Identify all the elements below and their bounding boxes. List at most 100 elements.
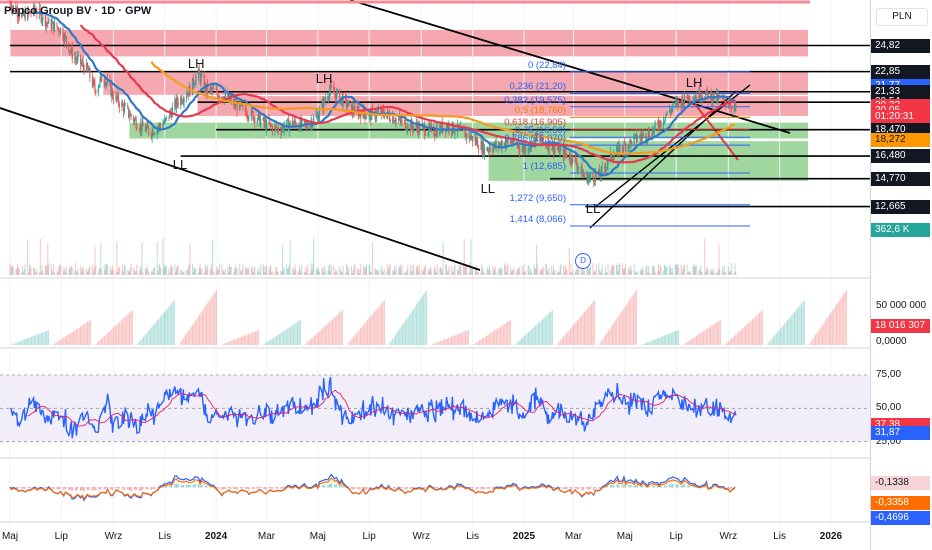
candle-body: [244, 105, 247, 112]
volume-bar: [21, 272, 23, 275]
candle-body: [503, 143, 506, 148]
candle-body: [251, 109, 253, 112]
macd-hist-bar: [88, 487, 90, 491]
candle-body: [493, 146, 495, 152]
macd-hist-bar: [106, 487, 109, 489]
cumvol-bar: [222, 343, 224, 345]
zones-layer: [10, 29, 809, 181]
volume-bar: [133, 269, 135, 275]
macd-hist-bar: [197, 484, 200, 488]
candle-body: [664, 116, 666, 121]
cumvol-bar: [269, 340, 271, 345]
cumvol-bar: [420, 298, 422, 345]
candle-body: [701, 96, 703, 98]
cumvol-bar: [113, 326, 115, 345]
macd-hist-bar: [574, 487, 576, 489]
candle-body: [665, 115, 667, 117]
volume-bar: [277, 271, 279, 275]
volume-bar: [210, 263, 212, 275]
candle-body: [222, 97, 224, 100]
volume-bar: [230, 266, 232, 275]
volume-bar: [57, 271, 59, 275]
cumvol-bar: [82, 324, 84, 345]
volume-bar: [59, 264, 61, 275]
candle-body: [252, 111, 254, 121]
candle-body: [558, 144, 560, 155]
cumvol-bar: [410, 312, 412, 345]
candle-body: [101, 75, 103, 83]
macd-hist-bar: [157, 487, 159, 489]
candle-body: [277, 128, 279, 132]
cumvol-bar: [354, 335, 356, 345]
cumvol-bar: [537, 323, 539, 345]
candle-body: [394, 121, 396, 123]
candle-body: [607, 158, 609, 165]
cumvol-bar: [784, 323, 786, 345]
cumvol-bar: [829, 314, 831, 345]
cumvol-bar: [18, 341, 20, 345]
macd-hist-bar: [369, 487, 371, 488]
cumvol-bar: [308, 341, 310, 345]
macd-hist-bar: [374, 487, 376, 488]
candle-body: [152, 130, 154, 136]
candle-body: [454, 131, 456, 133]
volume-bar: [583, 264, 585, 275]
volume-bar: [529, 272, 531, 275]
volume-bar: [163, 267, 165, 275]
volume-bar: [488, 269, 490, 275]
chart-canvas[interactable]: [0, 0, 870, 550]
cumvol-bar: [560, 340, 562, 345]
cumvol-bar: [38, 333, 40, 345]
dividend-badge-icon[interactable]: D: [575, 253, 591, 269]
candle-body: [200, 76, 202, 82]
macd-hist-bar: [475, 487, 477, 490]
volume-bar: [80, 270, 82, 275]
currency-label[interactable]: PLN: [876, 8, 928, 26]
candle-body: [507, 140, 509, 143]
volume-bar: [280, 270, 282, 275]
cumvol-bar: [568, 330, 570, 345]
cumvol-bar: [498, 327, 500, 345]
cumvol-bar: [544, 316, 546, 345]
candle-body: [692, 101, 694, 103]
cumvol-bar: [281, 332, 283, 345]
volume-bar: [260, 264, 262, 275]
candle-body: [99, 78, 101, 85]
cumvol-bar: [668, 333, 670, 345]
volume-bar: [357, 269, 359, 275]
volume-bar: [623, 268, 625, 275]
volume-bar: [533, 263, 535, 275]
cumvol-bar: [729, 339, 731, 345]
candle-body: [182, 101, 184, 103]
candle-body: [704, 93, 707, 99]
candle-body: [263, 117, 265, 124]
cumvol-bar: [732, 337, 734, 345]
volume-bar: [464, 266, 466, 275]
candle-body: [577, 167, 579, 169]
volume-bar: [581, 263, 583, 275]
cumvol-bar: [28, 337, 30, 345]
candle-body: [634, 134, 636, 137]
volume-bar: [616, 264, 618, 275]
volume-bar: [570, 263, 572, 275]
candle-body: [59, 31, 61, 34]
volume-bar: [359, 269, 361, 275]
volume-bar: [692, 266, 694, 275]
cumvol-bar: [547, 314, 549, 345]
volume-bar: [695, 265, 697, 275]
candle-body: [436, 128, 438, 136]
candle-body: [162, 124, 164, 129]
cumvol-bar: [718, 321, 720, 345]
cumvol-bar: [71, 332, 73, 345]
volume-bar: [407, 264, 409, 275]
cumvol-bar: [145, 333, 147, 345]
zone-1: [103, 70, 808, 95]
volume-bar: [435, 272, 437, 275]
macd-hist-bar: [315, 486, 317, 488]
cumvol-bar: [815, 334, 817, 345]
cumvol-bar: [67, 334, 69, 345]
volume-bar: [346, 265, 348, 275]
macd-hist-bar: [111, 487, 114, 491]
cumvol-bar: [323, 326, 325, 345]
candle-body: [265, 120, 268, 130]
